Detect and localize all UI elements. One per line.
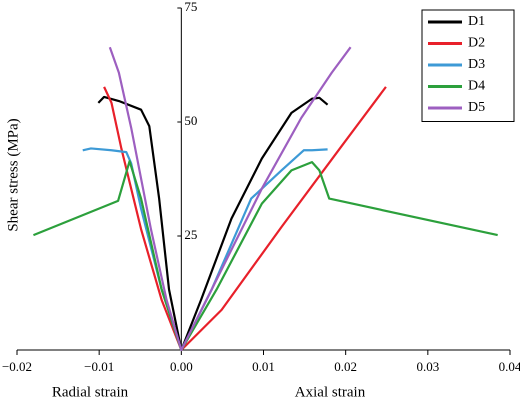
x-axis-label: Radial strain <box>52 384 129 400</box>
legend-label: D5 <box>468 100 485 115</box>
series-line <box>103 86 387 352</box>
series-line <box>108 46 352 352</box>
x-tick-label: 0.01 <box>252 359 275 374</box>
y-axis-label: Shear stress (MPa) <box>5 118 21 231</box>
x-tick-label: −0.01 <box>84 359 114 374</box>
x-tick-label: 0.02 <box>334 359 357 374</box>
legend-label: D4 <box>468 79 485 94</box>
x-tick-label: 0.04 <box>499 359 520 374</box>
series-line <box>82 147 328 352</box>
x-axis-label: Axial strain <box>295 384 366 400</box>
y-tick-label: 50 <box>184 113 197 128</box>
legend-label: D3 <box>468 57 485 72</box>
y-tick-label: 75 <box>184 0 197 14</box>
legend-label: D1 <box>468 14 485 29</box>
legend-label: D2 <box>468 36 485 51</box>
series-line <box>33 160 498 352</box>
x-tick-label: 0.03 <box>416 359 439 374</box>
x-tick-label: −0.02 <box>2 359 32 374</box>
y-tick-label: 25 <box>184 227 197 242</box>
x-tick-label: 0.00 <box>170 359 193 374</box>
